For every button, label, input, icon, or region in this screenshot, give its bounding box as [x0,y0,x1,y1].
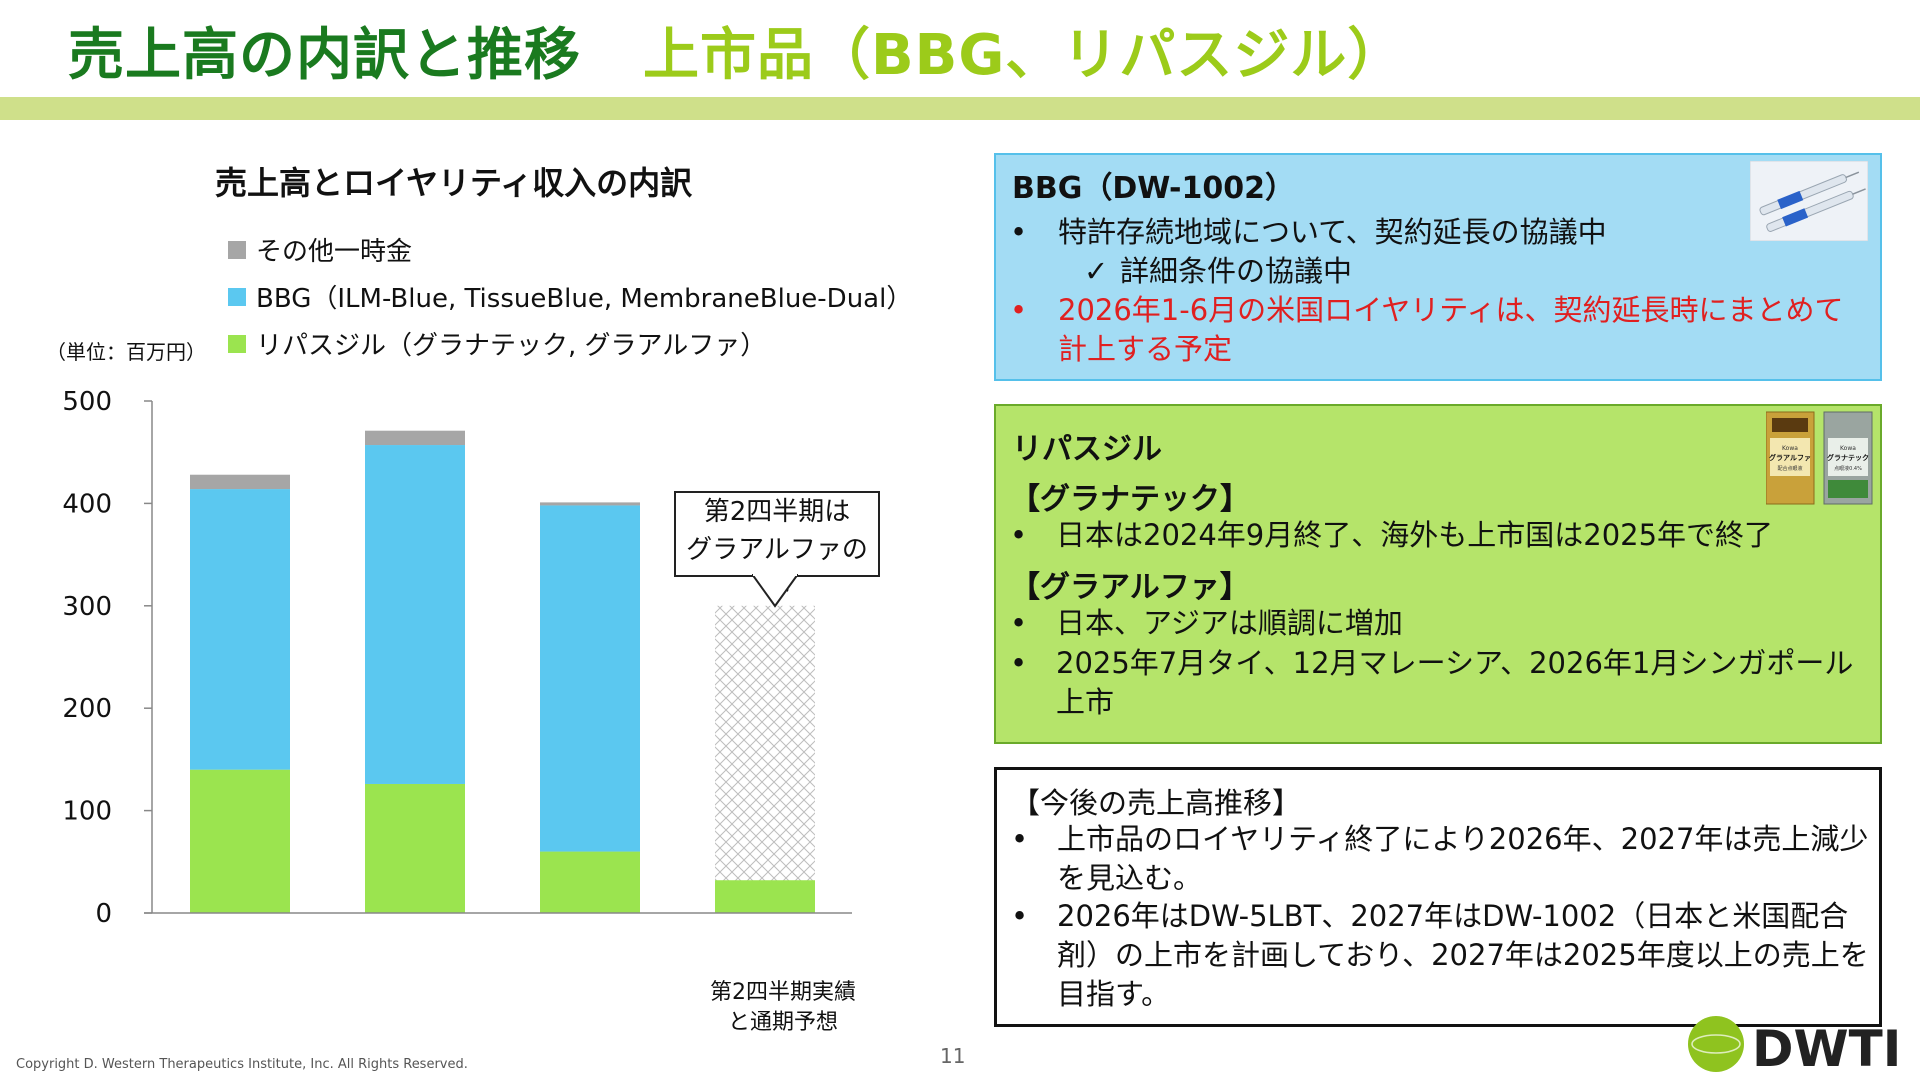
bar-other-2024 [365,430,465,446]
y-tick-label: 0 [95,899,112,929]
bullet: • [1010,606,1028,640]
page-number: 11 [940,1044,966,1068]
bbg-item-2-text: 詳細条件の協議中 [1120,254,1353,288]
glaalpha-item-1: • 日本、アジアは順調に増加 [1010,604,1872,643]
logo-text: DWTI [1752,1020,1901,1078]
bullet: • [1010,215,1028,249]
y-tick-label: 300 [62,592,112,622]
x-axis-note: 第2四半期実績 と通期予想 [663,978,903,1038]
outlook-item-1: • 上市品のロイヤリティ終了により2026年、2027年は売上減少を見込む。 [1011,820,1873,898]
bar-ripasudil-2025 [540,851,640,913]
copyright-text: Copyright D. Western Therapeutics Instit… [16,1057,468,1072]
y-tick-label: 400 [62,489,112,519]
glaalpha-item-1-text: 日本、アジアは順調に増加 [1056,606,1403,640]
bbg-item-3-text: 2026年1-6月の米国ロイヤリティは、契約延長時にまとめて計上する予定 [1058,293,1844,366]
legend-label-other: その他一時金 [256,237,413,267]
y-tick-label: 500 [62,387,112,417]
granatec-heading: 【グラナテック】 [1010,482,1250,517]
bbg-heading: BBG（DW-1002） [1012,171,1295,206]
bbg-item-1: • 特許存続地域について、契約延長の協議中 [1010,213,1610,252]
bbg-item-3: • 2026年1-6月の米国ロイヤリティは、契約延長時にまとめて計上する予定 [1010,291,1872,369]
product-1-detail: 配合点眼液 [1777,465,1802,472]
dwti-logo: DWTI [1688,1016,1901,1078]
page-title-main: 売上高の内訳と推移 [68,23,581,88]
bullet: • [1010,293,1028,327]
bullet: • [1011,899,1029,933]
x-tick-label: 2025 [554,939,625,940]
outlook-item-2-text: 2026年はDW-5LBT、2027年はDW-1002（日本と米国配合剤）の上市… [1057,899,1869,1011]
x-tick-label: 2024 [379,939,450,940]
outlook-item-1-text: 上市品のロイヤリティ終了により2026年、2027年は売上減少を見込む。 [1057,822,1869,895]
bar-ripasudil-2023 [190,769,290,913]
bbg-item-2: ✓ 詳細条件の協議中 [1084,252,1484,291]
page-title: 売上高の内訳と推移 上市品（BBG、リパスジル） [68,10,1404,91]
y-tick-label: 100 [62,797,112,827]
page-title-sub: 上市品（BBG、リパスジル） [643,23,1405,88]
legend-item-ripasudil: リパスジル（グラナテック, グラアルファ） [228,325,766,362]
bar-bbg-2025 [540,505,640,852]
bullet: • [1011,822,1029,856]
title-underline-bar [0,97,1920,120]
y-tick-label: 200 [62,694,112,724]
granatec-item-1: • 日本は2024年9月終了、海外も上市国は2025年で終了 [1010,516,1872,555]
ripasudil-heading: リパスジル [1012,432,1162,467]
x-axis-note-line-2: と通期予想 [727,1010,838,1035]
bar-other-2025 [540,502,640,506]
forecast-bar-2026 [715,605,815,913]
product-2-name: グラナテック [1827,453,1869,462]
logo-circle [1688,1016,1744,1072]
bbg-info-box: BBG（DW-1002） • 特許存続地域について、契約延長の協議中 ✓ 詳細条… [994,153,1882,381]
bar-bbg-2023 [190,489,290,770]
glaalpha-item-2: • 2025年7月タイ、12月マレーシア、2026年1月シンガポール上市 [1010,644,1872,722]
bar-bbg-2024 [365,445,465,784]
callout-pointer [752,574,798,608]
product-2-detail: 点眼液0.4% [1834,465,1862,472]
sales-outlook-box: 【今後の売上高推移】 • 上市品のロイヤリティ終了により2026年、2027年は… [994,767,1882,1027]
check-icon: ✓ [1084,254,1109,288]
bar-other-2023 [190,474,290,490]
legend-label-ripasudil: リパスジル（グラナテック, グラアルファ） [256,331,767,361]
stacked-bar-chart: 0 100 200 300 400 500 2023 2024 2025 2026 [62,387,852,940]
ripasudil-product-image: Kowa グラアルファ 配合点眼液 Kowa グラナテック 点眼液0.4% [1766,411,1873,505]
legend-item-other: その他一時金 [228,231,412,268]
bbg-syringe-image [1750,161,1868,241]
legend-swatch-bbg [228,287,246,306]
legend-label-bbg: BBG（ILM-Blue, TissueBlue, MembraneBlue-D… [256,284,913,314]
product-1-brand: Kowa [1782,445,1798,452]
chart-title: 売上高とロイヤリティ収入の内訳 [215,164,693,202]
granatec-item-1-text: 日本は2024年9月終了、海外も上市国は2025年で終了 [1056,518,1774,552]
bbg-item-1-text: 特許存続地域について、契約延長の協議中 [1058,215,1607,249]
chart-unit-label: （単位：百万円） [46,340,206,364]
bar-ripasudil-2026 [715,880,815,913]
product-1-name: グラアルファ [1769,453,1811,462]
legend-swatch-other [228,240,246,259]
ripasudil-info-box: リパスジル 【グラナテック】 • 日本は2024年9月終了、海外も上市国は202… [994,404,1882,744]
x-axis-note-line-1: 第2四半期実績 [710,980,856,1005]
bullet: • [1010,518,1028,552]
callout-box: 第2四半期は グラアルファのみ [674,491,880,603]
callout-line-1: 第2四半期は [703,497,851,527]
bar-ripasudil-2024 [365,783,465,913]
outlook-heading: 【今後の売上高推移】 [1011,786,1302,820]
legend-swatch-ripasudil [228,334,246,353]
glaalpha-heading: 【グラアルファ】 [1010,570,1250,605]
legend-item-bbg: BBG（ILM-Blue, TissueBlue, MembraneBlue-D… [228,278,912,315]
x-tick-label: 2023 [204,939,275,940]
x-tick-label: 2026 [729,939,800,940]
bullet: • [1010,646,1028,680]
outlook-item-2: • 2026年はDW-5LBT、2027年はDW-1002（日本と米国配合剤）の… [1011,897,1873,1014]
product-2-brand: Kowa [1840,445,1856,452]
glaalpha-item-2-text: 2025年7月タイ、12月マレーシア、2026年1月シンガポール上市 [1056,646,1854,719]
